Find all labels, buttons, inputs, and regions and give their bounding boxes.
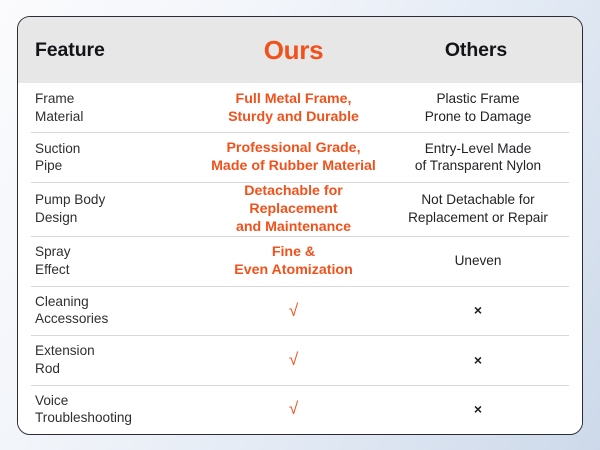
ours-line-2: Made of Rubber Material <box>211 158 376 175</box>
feature-line-2: Effect <box>35 261 70 277</box>
cell-ours: √ <box>201 398 386 420</box>
cell-others: Plastic Frame Prone to Damage <box>386 90 582 125</box>
cell-feature: Pump Body Design <box>18 191 201 226</box>
feature-line-2: Rod <box>35 360 60 376</box>
cell-feature: Voice Troubleshooting <box>18 392 201 427</box>
others-line-1: Plastic Frame <box>436 91 520 107</box>
cell-others: × <box>386 301 582 319</box>
ours-line-2: and Maintenance <box>235 219 352 236</box>
others-line-2: of Transparent Nylon <box>414 158 542 174</box>
cell-others: Uneven <box>386 252 582 270</box>
cell-others: Entry-Level Made of Transparent Nylon <box>386 140 582 175</box>
column-header-ours: Ours <box>201 35 386 66</box>
cell-others: × <box>386 351 582 369</box>
table-body: Frame Material Full Metal Frame, Sturdy … <box>18 83 582 434</box>
table-row: Cleaning Accessories √ × <box>18 285 582 335</box>
feature-line-2: Accessories <box>35 311 109 327</box>
cross-icon: × <box>473 351 483 368</box>
others-line-1: Entry-Level Made <box>424 140 532 156</box>
table-row: Suction Pipe Professional Grade, Made of… <box>18 132 582 181</box>
checkmark-icon: √ <box>288 349 299 369</box>
ours-line-1: Fine & <box>271 243 316 260</box>
ours-line-2: Even Atomization <box>234 261 353 278</box>
feature-line-1: Extension <box>35 343 95 359</box>
comparison-table-card: Feature Ours Others Frame Material Full … <box>17 16 583 435</box>
cell-ours: √ <box>201 349 386 371</box>
cell-feature: Cleaning Accessories <box>18 293 201 328</box>
checkmark-icon: √ <box>288 300 299 320</box>
feature-line-1: Frame <box>35 91 75 107</box>
feature-line-1: Spray <box>35 244 71 260</box>
cell-feature: Suction Pipe <box>18 140 201 175</box>
cell-ours: Fine & Even Atomization <box>201 243 386 279</box>
cell-ours: Professional Grade, Made of Rubber Mater… <box>201 139 386 175</box>
cross-icon: × <box>473 302 483 319</box>
ours-line-2: Sturdy and Durable <box>228 108 359 125</box>
cell-feature: Frame Material <box>18 90 201 125</box>
feature-line-2: Design <box>35 210 78 226</box>
others-line-1: Uneven <box>454 252 502 268</box>
ours-line-1: Detachable for Replacement <box>244 182 343 217</box>
column-header-feature: Feature <box>18 39 201 62</box>
feature-line-1: Voice <box>35 392 69 408</box>
feature-line-2: Material <box>35 108 84 124</box>
table-row: Spray Effect Fine & Even Atomization Une… <box>18 236 582 285</box>
cross-icon: × <box>473 401 483 418</box>
others-line-2: Prone to Damage <box>424 108 532 124</box>
column-header-ours-label: Ours <box>263 34 324 65</box>
cell-others: Not Detachable for Replacement or Repair <box>386 191 582 226</box>
column-header-others-label: Others <box>444 38 508 61</box>
feature-line-1: Cleaning <box>35 293 89 309</box>
cell-ours: Full Metal Frame, Sturdy and Durable <box>201 90 386 126</box>
column-header-others: Others <box>386 39 582 62</box>
cell-feature: Extension Rod <box>18 342 201 377</box>
feature-line-1: Suction <box>35 140 81 156</box>
cell-feature: Spray Effect <box>18 243 201 278</box>
feature-line-2: Pipe <box>35 158 63 174</box>
table-row: Extension Rod √ × <box>18 335 582 384</box>
ours-line-1: Full Metal Frame, <box>235 90 352 107</box>
cell-ours: √ <box>201 300 386 322</box>
table-header-row: Feature Ours Others <box>18 17 582 83</box>
table-row: Voice Troubleshooting √ × <box>18 384 582 434</box>
column-header-feature-label: Feature <box>35 38 105 61</box>
cell-ours: Detachable for Replacement and Maintenan… <box>201 182 386 236</box>
feature-line-2: Troubleshooting <box>35 410 132 426</box>
feature-line-1: Pump Body <box>35 192 106 208</box>
checkmark-icon: √ <box>288 399 299 419</box>
others-line-1: Not Detachable for <box>421 192 535 208</box>
table-row: Frame Material Full Metal Frame, Sturdy … <box>18 83 582 132</box>
ours-line-1: Professional Grade, <box>226 140 361 157</box>
cell-others: × <box>386 400 582 418</box>
table-row: Pump Body Design Detachable for Replacem… <box>18 181 582 236</box>
others-line-2: Replacement or Repair <box>408 210 548 226</box>
